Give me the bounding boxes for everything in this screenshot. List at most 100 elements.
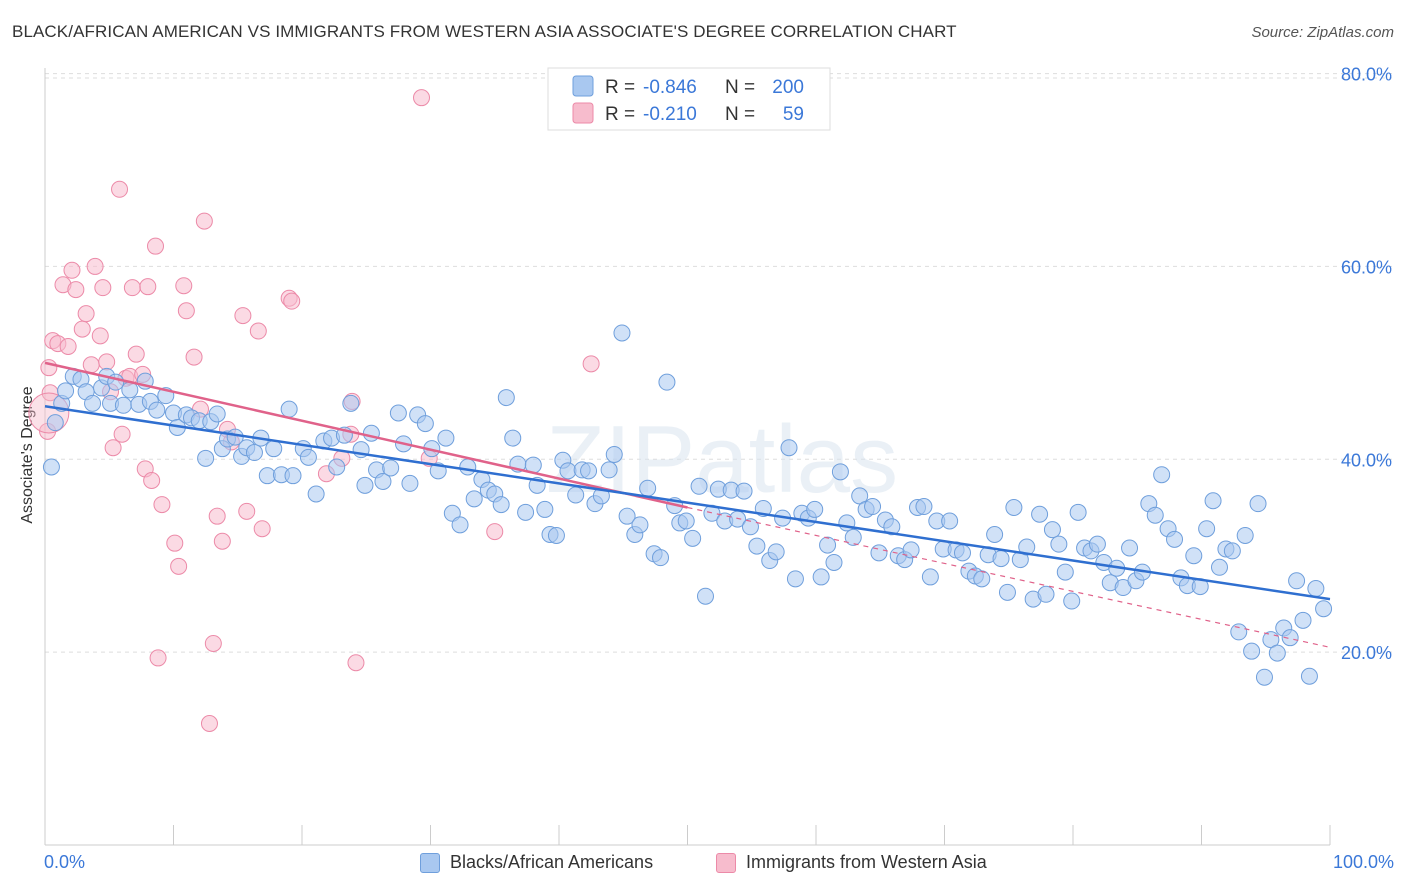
blue-point — [1204, 492, 1222, 510]
blue-point — [1031, 505, 1049, 523]
blue-point — [492, 496, 510, 514]
pink-point — [127, 345, 145, 363]
blue-point — [1249, 495, 1267, 513]
blue-point — [1121, 539, 1139, 557]
pink-point — [238, 502, 256, 520]
legend-n-value-blue: 200 — [772, 77, 804, 98]
pink-point — [177, 302, 195, 320]
pink-point — [86, 257, 104, 275]
legend-top: R = -0.846 N = 200 R = -0.210 N = 59 — [547, 67, 831, 131]
pink-point — [82, 356, 100, 374]
pink-point — [147, 237, 165, 255]
blue-point — [307, 485, 325, 503]
blue-point — [382, 459, 400, 477]
blue-point — [1088, 535, 1106, 553]
legend-bottom: Blacks/African Americans Immigrants from… — [0, 852, 1406, 878]
blue-point — [831, 463, 849, 481]
axes — [44, 68, 1331, 846]
blue-point — [844, 528, 862, 546]
blue-point — [84, 394, 102, 412]
pink-point — [67, 281, 85, 299]
pink-point — [153, 496, 171, 514]
pink-point — [413, 89, 431, 107]
pink-point — [63, 261, 81, 279]
pink-point — [139, 278, 157, 296]
blue-point — [696, 587, 714, 605]
blue-point — [941, 512, 959, 530]
blue-point — [1069, 503, 1087, 521]
legend-r-value-blue: -0.846 — [643, 77, 697, 98]
y-tick-label: 80.0% — [1341, 65, 1392, 85]
blue-point — [1018, 538, 1036, 556]
legend-item-western-asia: Immigrants from Western Asia — [716, 852, 987, 873]
blue-point — [684, 529, 702, 547]
pink-point — [40, 359, 58, 377]
blue-point — [299, 448, 317, 466]
blue-point — [658, 373, 676, 391]
y-tick-labels: 20.0% 40.0% 60.0% 80.0% — [1341, 65, 1392, 664]
pink-point — [204, 634, 222, 652]
blue-point — [401, 474, 419, 492]
y-tick-label: 60.0% — [1341, 257, 1392, 277]
y-tick-label: 40.0% — [1341, 450, 1392, 470]
pink-trend-line — [44, 361, 688, 509]
blue-series-points — [42, 324, 1333, 686]
blue-point — [416, 415, 434, 433]
y-tick-label: 20.0% — [1341, 643, 1392, 663]
blue-point — [1307, 580, 1325, 597]
pink-point — [253, 520, 271, 538]
blue-point — [451, 516, 469, 534]
blue-point — [780, 439, 798, 457]
blue-point — [547, 526, 565, 544]
blue-point — [42, 458, 60, 476]
blue-point — [1166, 530, 1184, 548]
pink-point — [104, 439, 122, 457]
blue-point — [536, 500, 554, 518]
blue-point — [1146, 506, 1164, 524]
blue-point — [1281, 629, 1299, 647]
blue-point — [605, 445, 623, 463]
blue-point — [986, 526, 1004, 543]
pink-point — [195, 212, 213, 230]
blue-point — [973, 570, 991, 588]
pink-point — [143, 472, 161, 489]
blue-point — [1198, 520, 1216, 538]
pink-point — [149, 649, 167, 667]
blue-point — [1243, 642, 1261, 660]
legend-label-blacks: Blacks/African Americans — [450, 852, 654, 872]
legend-r-value-pink: -0.210 — [643, 104, 697, 125]
blue-point — [902, 541, 920, 559]
blue-point — [567, 486, 585, 504]
legend-r-label-blue: R = — [605, 77, 635, 98]
pink-point — [234, 307, 252, 325]
legend-swatch-pink-bottom — [716, 852, 736, 873]
blue-point — [786, 570, 804, 588]
pink-point — [486, 523, 504, 541]
blue-point — [953, 544, 971, 562]
blue-point — [1294, 611, 1312, 629]
legend-r-label-pink: R = — [605, 104, 635, 125]
blue-point — [998, 583, 1016, 601]
pink-point — [170, 557, 188, 575]
blue-point — [1056, 563, 1074, 581]
blue-point — [618, 507, 636, 525]
pink-point — [98, 353, 116, 371]
blue-point — [1050, 535, 1068, 553]
blue-point — [767, 543, 785, 561]
blue-point — [806, 500, 824, 518]
pink-point — [166, 534, 184, 552]
blue-point — [245, 444, 263, 462]
blue-point — [1043, 521, 1061, 539]
blue-point — [992, 550, 1010, 568]
blue-point — [819, 536, 837, 554]
blue-point — [735, 482, 753, 500]
blue-point — [265, 440, 283, 458]
pink-point — [77, 305, 95, 323]
blue-point — [374, 472, 392, 490]
chart-title: BLACK/AFRICAN AMERICAN VS IMMIGRANTS FRO… — [12, 22, 957, 41]
pink-trend-dashed — [687, 506, 1331, 648]
pink-point — [175, 277, 193, 295]
blue-point — [748, 537, 766, 555]
pink-point — [73, 320, 91, 338]
